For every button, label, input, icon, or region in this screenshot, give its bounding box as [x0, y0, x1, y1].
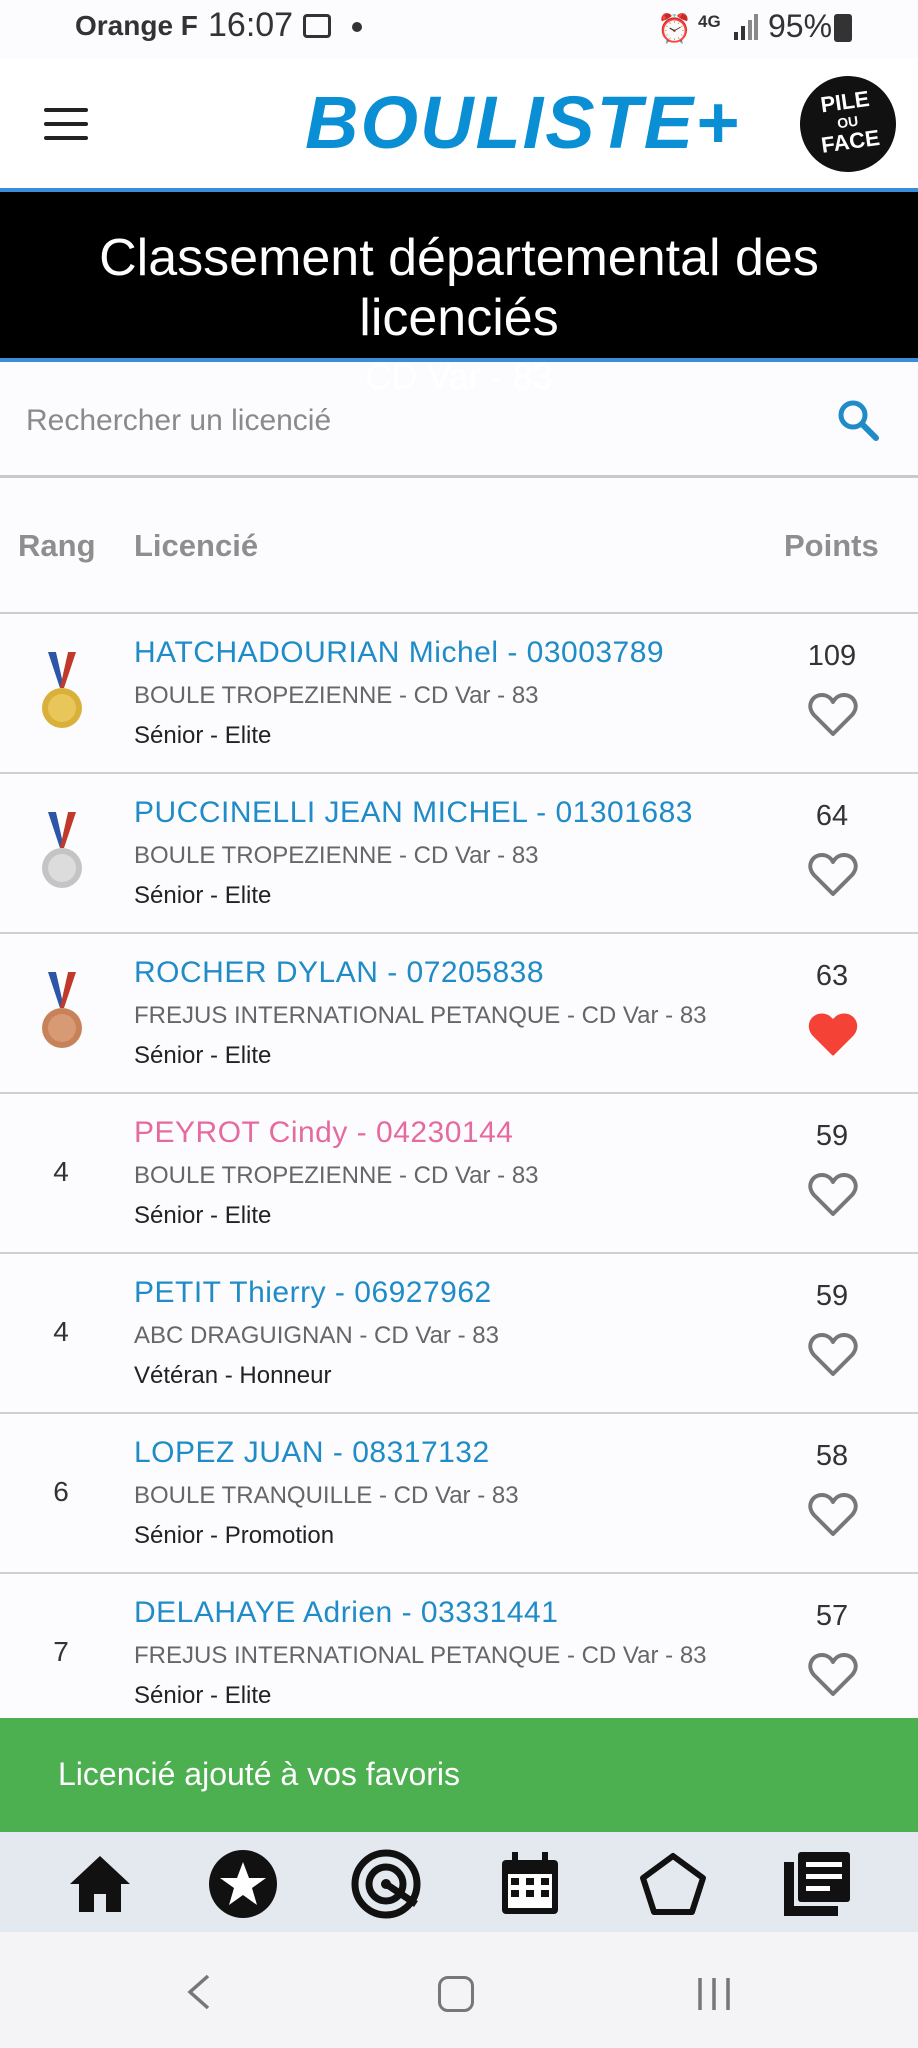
licensee-points: 59	[815, 1280, 849, 1312]
image-notification-icon	[303, 14, 331, 38]
network-type: 4G	[698, 12, 721, 31]
hamburger-menu-icon[interactable]	[44, 108, 88, 140]
page-title: Classement départemental des licenciés	[99, 229, 819, 347]
licensee-category: Sénior - Elite	[134, 1202, 272, 1229]
app-header: BOULISTE+ PILE OU FACE	[0, 58, 918, 188]
news-icon[interactable]	[780, 1848, 852, 1920]
licensee-points: 63	[815, 960, 849, 992]
licensee-name[interactable]: PUCCINELLI JEAN MICHEL - 01301683	[134, 796, 693, 829]
licensee-category: Sénior - Elite	[134, 722, 272, 749]
search-input[interactable]	[24, 392, 808, 450]
alarm-icon: ⏰	[657, 13, 692, 44]
calendar-icon[interactable]	[494, 1848, 566, 1920]
search-bar	[0, 362, 918, 478]
toast-message: Licencié ajouté à vos favoris	[58, 1756, 460, 1792]
app-logo: BOULISTE+	[305, 81, 741, 164]
rank-column-header: Rang	[18, 528, 96, 563]
home-button-icon[interactable]	[438, 1976, 474, 2012]
bronze-medal-icon	[42, 972, 82, 1048]
licensee-name[interactable]: ROCHER DYLAN - 07205838	[134, 956, 545, 989]
licensee-club: BOULE TROPEZIENNE - CD Var - 83	[134, 682, 539, 709]
table-row[interactable]: 4 PETIT Thierry - 06927962 ABC DRAGUIGNA…	[0, 1254, 918, 1414]
licensee-category: Sénior - Promotion	[134, 1522, 335, 1549]
favorite-heart-outline-icon[interactable]	[808, 852, 858, 898]
page-subtitle: CD Var - 83	[365, 356, 553, 397]
page-banner: Classement départemental des licenciés C…	[0, 188, 918, 397]
favorite-heart-outline-icon[interactable]	[808, 1332, 858, 1378]
bottom-navigation	[0, 1832, 918, 1932]
star-icon[interactable]	[207, 1848, 279, 1920]
licensee-category: Vétéran - Honneur	[134, 1362, 332, 1389]
licensee-rank: 4	[53, 1316, 69, 1347]
licensee-name[interactable]: DELAHAYE Adrien - 03331441	[134, 1596, 559, 1629]
points-column-header: Points	[784, 528, 879, 563]
snackbar-toast: Licencié ajouté à vos favoris	[0, 1718, 918, 1832]
silver-medal-icon	[42, 812, 82, 888]
notification-dot-icon	[352, 22, 362, 32]
licensee-points: 59	[815, 1120, 849, 1152]
carrier-label: Orange F	[75, 10, 198, 41]
table-row[interactable]: 7 DELAHAYE Adrien - 03331441 FREJUS INTE…	[0, 1574, 918, 1734]
licensee-column-header: Licencié	[134, 528, 259, 563]
licensee-name[interactable]: PETIT Thierry - 06927962	[134, 1276, 492, 1309]
table-row[interactable]: HATCHADOURIAN Michel - 03003789 BOULE TR…	[0, 614, 918, 774]
battery-percent: 95%	[768, 8, 833, 44]
favorite-heart-outline-icon[interactable]	[808, 692, 858, 738]
favorite-heart-filled-icon[interactable]	[808, 1012, 858, 1058]
system-navigation-bar	[0, 1932, 918, 2048]
battery-icon	[834, 14, 852, 42]
licensee-club: BOULE TROPEZIENNE - CD Var - 83	[134, 842, 539, 869]
licensee-points: 57	[815, 1600, 849, 1632]
clock: 16:07	[208, 6, 294, 44]
table-header: Rang Licencié Points	[0, 478, 918, 614]
recent-apps-icon[interactable]	[694, 1976, 734, 2012]
target-icon[interactable]	[350, 1848, 422, 1920]
table-row[interactable]: PUCCINELLI JEAN MICHEL - 01301683 BOULE …	[0, 774, 918, 934]
licensee-points: 64	[815, 800, 849, 832]
favorite-heart-outline-icon[interactable]	[808, 1652, 858, 1698]
status-bar: Orange F 16:07 ⏰ 4G 95%	[0, 0, 918, 58]
gold-medal-icon	[42, 652, 82, 728]
licensee-name[interactable]: LOPEZ JUAN - 08317132	[134, 1436, 490, 1469]
licensee-name[interactable]: HATCHADOURIAN Michel - 03003789	[134, 636, 665, 669]
table-row[interactable]: ROCHER DYLAN - 07205838 FREJUS INTERNATI…	[0, 934, 918, 1094]
table-row[interactable]: 6 LOPEZ JUAN - 08317132 BOULE TRANQUILLE…	[0, 1414, 918, 1574]
licensee-rank: 4	[53, 1156, 69, 1187]
licensee-club: BOULE TRANQUILLE - CD Var - 83	[134, 1482, 519, 1509]
licensee-club: ABC DRAGUIGNAN - CD Var - 83	[134, 1322, 499, 1349]
table-row[interactable]: 4 PEYROT Cindy - 04230144 BOULE TROPEZIE…	[0, 1094, 918, 1254]
licensee-points: 109	[807, 640, 857, 672]
licensee-points: 58	[815, 1440, 849, 1472]
licensee-category: Sénior - Elite	[134, 882, 272, 909]
search-icon[interactable]	[836, 398, 880, 442]
licensee-rank: 6	[53, 1476, 69, 1507]
pile-ou-face-logo[interactable]: PILE OU FACE	[793, 69, 903, 179]
pentagon-icon[interactable]	[637, 1848, 709, 1920]
licensee-category: Sénior - Elite	[134, 1042, 272, 1069]
favorite-heart-outline-icon[interactable]	[808, 1172, 858, 1218]
licensee-club: BOULE TROPEZIENNE - CD Var - 83	[134, 1162, 539, 1189]
back-icon[interactable]	[186, 1974, 212, 2010]
licensee-rank: 7	[53, 1636, 69, 1667]
licensee-category: Sénior - Elite	[134, 1682, 272, 1709]
licensee-name[interactable]: PEYROT Cindy - 04230144	[134, 1116, 514, 1149]
licensee-club: FREJUS INTERNATIONAL PETANQUE - CD Var -…	[134, 1002, 707, 1029]
home-icon[interactable]	[64, 1848, 136, 1920]
signal-icon	[734, 14, 758, 40]
favorite-heart-outline-icon[interactable]	[808, 1492, 858, 1538]
licensee-club: FREJUS INTERNATIONAL PETANQUE - CD Var -…	[134, 1642, 707, 1669]
